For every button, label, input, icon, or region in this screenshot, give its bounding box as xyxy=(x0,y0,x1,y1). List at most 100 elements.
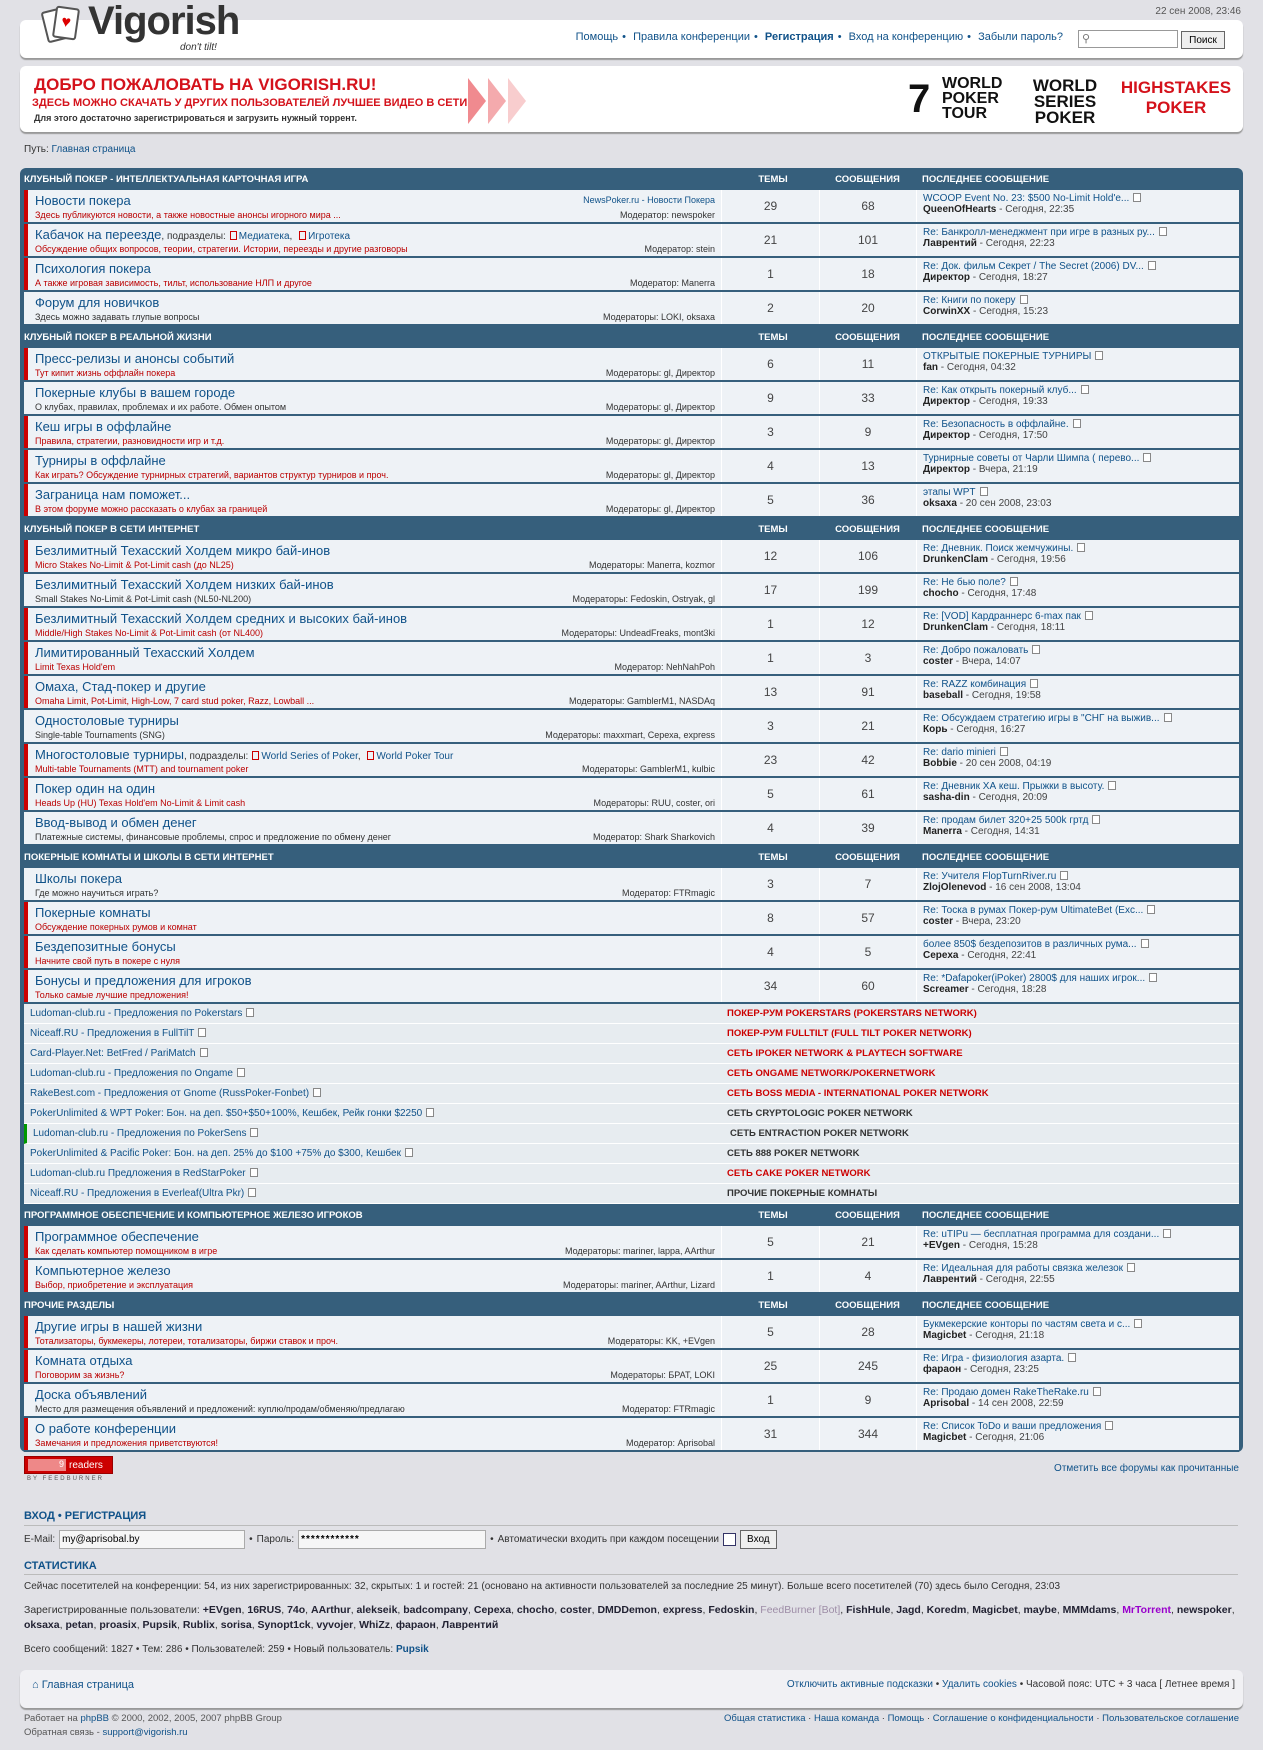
online-user-link[interactable]: 16RUS xyxy=(247,1604,282,1616)
last-post-link[interactable]: Re: продам билет 320+25 500k гртд xyxy=(923,815,1089,826)
online-user-link[interactable]: DMDDemon xyxy=(597,1604,657,1616)
view-latest-post-icon[interactable] xyxy=(1134,1319,1143,1328)
online-user-link[interactable]: WhiZz xyxy=(359,1619,391,1631)
online-user-link[interactable]: alekseik xyxy=(356,1604,398,1616)
subforum-link[interactable]: World Series of Poker xyxy=(261,751,358,762)
last-post-author[interactable]: Директор xyxy=(923,272,970,283)
category-title[interactable]: Клубный покер - интеллектуальная карточн… xyxy=(24,174,309,185)
last-post-link[interactable]: Турнирные советы от Чарли Шимпа ( перево… xyxy=(923,453,1140,464)
last-post-link[interactable]: Re: dario minieri xyxy=(923,747,996,758)
view-latest-post-icon[interactable] xyxy=(979,487,988,496)
room-link[interactable]: Ludoman-club.ru - Предложения по Ongame xyxy=(30,1068,233,1079)
forum-link[interactable]: Турниры в оффлайне xyxy=(35,453,166,468)
subforum-link[interactable]: World Poker Tour xyxy=(376,751,454,762)
last-post-author[interactable]: chocho xyxy=(923,588,959,599)
forum-link[interactable]: Компьютерное железо xyxy=(35,1263,171,1278)
last-post-author[interactable]: coster xyxy=(923,916,954,927)
forum-link[interactable]: Программное обеспечение xyxy=(35,1229,199,1244)
room-link[interactable]: Ludoman-club.ru - Предложения по Pokerst… xyxy=(30,1008,243,1019)
forum-extra-link[interactable]: NewsPoker.ru - Новости Покера xyxy=(583,195,715,205)
footer-home-link[interactable]: Главная страница xyxy=(41,1679,135,1691)
online-user-link[interactable]: 74o xyxy=(287,1604,306,1616)
online-user-link[interactable]: proasix xyxy=(99,1619,137,1631)
forum-link[interactable]: Психология покера xyxy=(35,261,151,276)
last-post-link[interactable]: этапы WPT xyxy=(923,487,976,498)
online-user-link[interactable]: coster xyxy=(560,1604,592,1616)
last-post-author[interactable]: sasha-din xyxy=(923,792,970,803)
email-field[interactable] xyxy=(59,1530,246,1549)
last-post-link[interactable]: ОТКРЫТЫЕ ПОКЕРНЫЕ ТУРНИРЫ xyxy=(923,351,1092,362)
last-post-author[interactable]: ZlojOlenevod xyxy=(923,882,987,893)
last-post-author[interactable]: Директор xyxy=(923,430,970,441)
online-user-link[interactable]: MrTorrent xyxy=(1122,1604,1171,1616)
forum-link[interactable]: Комната отдыха xyxy=(35,1353,133,1368)
view-latest-post-icon[interactable] xyxy=(1163,1229,1172,1238)
login-button[interactable]: Вход xyxy=(740,1530,777,1549)
view-latest-post-icon[interactable] xyxy=(1092,815,1101,824)
forum-link[interactable]: Бездепозитные бонусы xyxy=(35,939,176,954)
forum-link[interactable]: Кабачок на переезде xyxy=(35,227,162,242)
online-user-link[interactable]: Jagd xyxy=(896,1604,921,1616)
last-post-author[interactable]: Screamer xyxy=(923,984,969,995)
last-post-link[interactable]: Re: Док. фильм Секрет / The Secret (2006… xyxy=(923,261,1144,272)
forum-link[interactable]: Бонусы и предложения для игроков xyxy=(35,973,252,988)
room-link[interactable]: Niceaff.RU - Предложения в FullTilT xyxy=(30,1028,195,1039)
footer-link-terms[interactable]: Пользовательское соглашение xyxy=(1102,1713,1239,1724)
last-post-link[interactable]: Re: Идеальная для работы связка железок xyxy=(923,1263,1124,1274)
forum-link[interactable]: Одностоловые турниры xyxy=(35,713,179,728)
last-post-link[interactable]: Re: uTIPu — бесплатная программа для соз… xyxy=(923,1229,1160,1240)
forum-link[interactable]: Безлимитный Техасский Холдем средних и в… xyxy=(35,611,408,626)
forum-link[interactable]: Заграница нам поможет... xyxy=(35,487,191,502)
online-user-link[interactable]: vyvojer xyxy=(316,1619,354,1631)
online-user-link[interactable]: chocho xyxy=(516,1604,555,1616)
last-post-link[interactable]: Re: [VOD] Кардраннерс 6-max пак xyxy=(923,611,1081,622)
forum-link[interactable]: Безлимитный Техасский Холдем низких бай-… xyxy=(35,577,334,592)
register-link[interactable]: Регистрация xyxy=(64,1510,147,1522)
online-user-link[interactable]: sorisa xyxy=(220,1619,252,1631)
online-user-link[interactable]: oksaxa xyxy=(24,1619,60,1631)
wpt-logo[interactable]: 7 WORLD POKER TOUR xyxy=(908,75,1003,122)
room-link[interactable]: Ludoman-club.ru Предложения в RedStarPok… xyxy=(30,1168,246,1179)
last-post-author[interactable]: +EVgen xyxy=(923,1240,960,1251)
last-post-link[interactable]: Re: *Dafapoker(iPoker) 2800$ для наших и… xyxy=(923,973,1146,984)
footer-link-team[interactable]: Наша команда xyxy=(813,1713,880,1724)
view-latest-post-icon[interactable] xyxy=(1019,295,1028,304)
last-post-author[interactable]: oksaxa xyxy=(923,498,957,509)
view-latest-post-icon[interactable] xyxy=(1149,973,1158,982)
view-latest-post-icon[interactable] xyxy=(1030,679,1039,688)
forum-link[interactable]: Кеш игры в оффлайне xyxy=(35,419,172,434)
breadcrumb-home[interactable]: Главная страница xyxy=(51,144,136,155)
last-post-link[interactable]: Re: Дневник. Поиск жемчужины. xyxy=(923,543,1074,554)
last-post-author[interactable]: coster xyxy=(923,656,954,667)
forum-link[interactable]: Школы покера xyxy=(35,871,123,886)
online-user-link[interactable]: badcompany xyxy=(403,1604,469,1616)
forum-link[interactable]: Безлимитный Техасский Холдем микро бай-и… xyxy=(35,543,331,558)
last-post-link[interactable]: Re: Безопасность в оффлайне. xyxy=(923,419,1069,430)
last-post-link[interactable]: WCOOP Event No. 23: $500 No-Limit Hold'e… xyxy=(923,193,1130,204)
last-post-link[interactable]: Re: Список ToDo и ваши предложения xyxy=(923,1421,1102,1432)
forum-link[interactable]: Лимитированный Техасский Холдем xyxy=(35,645,255,660)
search-input[interactable] xyxy=(1078,30,1178,48)
category-title[interactable]: Программное обеспечение и компьютерное ж… xyxy=(24,1210,363,1221)
last-post-author[interactable]: Директор xyxy=(923,396,970,407)
online-user-link[interactable]: Magicbet xyxy=(972,1604,1018,1616)
forum-link[interactable]: Ввод-вывод и обмен денег xyxy=(35,815,197,830)
last-post-link[interactable]: Букмекерские конторы по частям света и с… xyxy=(923,1319,1131,1330)
footer-link-help[interactable]: Помощь xyxy=(887,1713,925,1724)
online-user-link[interactable]: maybe xyxy=(1023,1604,1057,1616)
room-link[interactable]: RakeBest.com - Предложения от Gnome (Rus… xyxy=(30,1088,310,1099)
last-post-author[interactable]: DrunkenClam xyxy=(923,554,989,565)
view-latest-post-icon[interactable] xyxy=(1068,1353,1077,1362)
site-logo[interactable]: ♥ Vigorish don't tilt! xyxy=(40,1,240,56)
last-post-author[interactable]: Magicbet xyxy=(923,1330,967,1341)
mark-all-read-link[interactable]: Отметить все форумы как прочитанные xyxy=(1054,1463,1239,1474)
room-link[interactable]: Niceaff.RU - Предложения в Everleaf(Ultr… xyxy=(30,1188,245,1199)
forum-link[interactable]: Покер один на один xyxy=(35,781,156,796)
view-latest-post-icon[interactable] xyxy=(1092,1387,1101,1396)
last-post-author[interactable]: baseball xyxy=(923,690,964,701)
forum-link[interactable]: Многостоловые турниры xyxy=(35,747,184,762)
online-user-link[interactable]: Pupsik xyxy=(142,1619,177,1631)
wsop-logo[interactable]: WORLD SERIES POKER xyxy=(1032,76,1098,127)
online-user-link[interactable]: Fedoskin xyxy=(708,1604,755,1616)
subforum-link[interactable]: Игротека xyxy=(308,231,351,242)
